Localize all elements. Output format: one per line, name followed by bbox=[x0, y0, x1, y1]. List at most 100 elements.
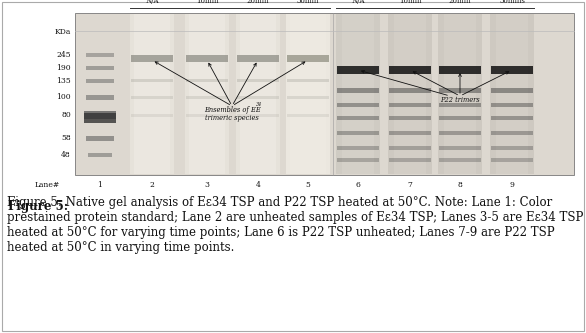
Text: 100: 100 bbox=[56, 93, 71, 101]
Bar bbox=[86, 95, 114, 100]
Bar bbox=[237, 79, 279, 82]
Bar bbox=[439, 158, 481, 162]
Bar bbox=[388, 14, 432, 174]
Bar bbox=[337, 158, 379, 162]
Bar bbox=[337, 146, 379, 150]
Bar bbox=[491, 116, 533, 120]
Bar bbox=[389, 146, 431, 150]
Text: 20min: 20min bbox=[449, 0, 471, 5]
Bar bbox=[389, 88, 431, 93]
Text: 58: 58 bbox=[62, 134, 71, 142]
Bar bbox=[237, 114, 279, 117]
Bar bbox=[185, 14, 229, 174]
Bar bbox=[186, 96, 228, 99]
Text: 1: 1 bbox=[97, 181, 103, 189]
Bar bbox=[337, 88, 379, 93]
Text: Ensembles of EE: Ensembles of EE bbox=[203, 106, 260, 114]
Bar bbox=[490, 14, 534, 174]
Bar bbox=[86, 136, 114, 141]
Text: 6: 6 bbox=[356, 181, 360, 189]
Text: 48: 48 bbox=[62, 151, 71, 159]
Bar bbox=[439, 88, 481, 93]
Bar bbox=[287, 55, 329, 62]
Bar bbox=[491, 158, 533, 162]
Bar bbox=[491, 88, 533, 93]
Text: 10min: 10min bbox=[196, 0, 218, 5]
Text: Figure 5:: Figure 5: bbox=[8, 200, 72, 213]
Bar bbox=[84, 111, 116, 119]
Bar bbox=[236, 14, 280, 174]
Bar bbox=[88, 153, 112, 157]
Bar bbox=[389, 158, 431, 162]
Bar bbox=[186, 55, 228, 62]
Text: P22 trimers: P22 trimers bbox=[440, 96, 480, 104]
Text: 2: 2 bbox=[149, 181, 155, 189]
Bar bbox=[84, 113, 116, 123]
Bar bbox=[394, 14, 426, 174]
Bar bbox=[131, 96, 173, 99]
Text: 20min: 20min bbox=[247, 0, 269, 5]
Bar bbox=[287, 79, 329, 82]
Bar bbox=[439, 103, 481, 107]
Text: Figure 5: Native gel analysis of Eε34 TSP and P22 TSP heated at 50°C. Note: Lane: Figure 5: Native gel analysis of Eε34 TS… bbox=[7, 196, 584, 254]
Bar bbox=[130, 14, 174, 174]
Bar bbox=[337, 103, 379, 107]
Text: Lane#: Lane# bbox=[35, 181, 60, 189]
Bar bbox=[290, 14, 326, 174]
Text: KDa: KDa bbox=[54, 28, 71, 36]
Bar bbox=[337, 131, 379, 135]
Bar bbox=[186, 79, 228, 82]
Bar bbox=[189, 14, 225, 174]
Text: 7: 7 bbox=[407, 181, 413, 189]
Text: 30mins: 30mins bbox=[499, 0, 525, 5]
Bar bbox=[131, 55, 173, 62]
Bar bbox=[389, 103, 431, 107]
Bar bbox=[237, 55, 279, 62]
Text: trimeric species: trimeric species bbox=[205, 114, 259, 122]
Bar bbox=[287, 114, 329, 117]
Bar bbox=[389, 66, 431, 74]
Bar bbox=[439, 66, 481, 74]
Text: Heat at  50°C: Heat at 50°C bbox=[408, 0, 461, 2]
Text: N/A: N/A bbox=[145, 0, 159, 5]
Text: 9: 9 bbox=[510, 181, 515, 189]
Bar bbox=[491, 103, 533, 107]
Bar bbox=[389, 131, 431, 135]
Bar bbox=[389, 116, 431, 120]
Bar bbox=[237, 96, 279, 99]
Text: 135: 135 bbox=[56, 77, 71, 85]
Bar bbox=[86, 53, 114, 57]
Bar bbox=[337, 66, 379, 74]
Bar bbox=[86, 66, 114, 70]
Bar bbox=[75, 13, 574, 175]
Bar bbox=[134, 14, 170, 174]
Bar bbox=[491, 146, 533, 150]
Bar bbox=[439, 146, 481, 150]
Bar bbox=[496, 14, 528, 174]
Bar bbox=[336, 14, 380, 174]
Text: N/A: N/A bbox=[351, 0, 364, 5]
Bar bbox=[131, 114, 173, 117]
Bar bbox=[342, 14, 374, 174]
Text: 4: 4 bbox=[255, 181, 260, 189]
Text: 10min: 10min bbox=[398, 0, 421, 5]
Bar bbox=[287, 96, 329, 99]
Bar bbox=[131, 79, 173, 82]
Bar bbox=[86, 79, 114, 83]
Bar bbox=[186, 114, 228, 117]
Bar bbox=[491, 131, 533, 135]
Text: 3: 3 bbox=[205, 181, 210, 189]
Bar bbox=[286, 14, 330, 174]
Bar bbox=[444, 14, 476, 174]
Text: 80: 80 bbox=[62, 111, 71, 119]
Text: 8: 8 bbox=[458, 181, 462, 189]
Bar bbox=[287, 55, 329, 62]
Bar bbox=[286, 14, 330, 174]
Text: 34: 34 bbox=[256, 102, 263, 107]
Bar bbox=[240, 14, 276, 174]
Text: Heat at 50°C: Heat at 50°C bbox=[205, 0, 255, 2]
Bar bbox=[439, 131, 481, 135]
Text: 30min: 30min bbox=[297, 0, 319, 5]
Text: 5: 5 bbox=[305, 181, 311, 189]
Bar bbox=[491, 66, 533, 74]
